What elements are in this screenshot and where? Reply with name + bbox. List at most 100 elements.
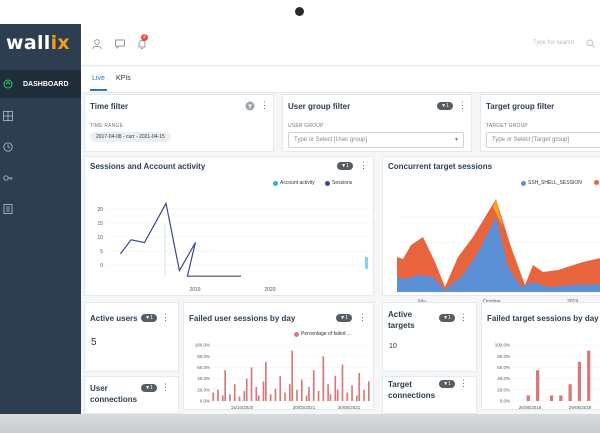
tab-live[interactable]: Live — [92, 75, 105, 82]
bar — [549, 395, 554, 401]
legend-label: Account activity — [280, 180, 315, 186]
bar — [291, 350, 294, 401]
bar — [346, 392, 349, 401]
panel-title: Sessions and Account activity — [90, 162, 206, 171]
concurrent-sessions-panel: Concurrent target sessions SSH_SHELL_SES… — [382, 156, 600, 305]
sidebar-item-keys[interactable] — [0, 164, 81, 192]
panel-filter-toggle[interactable]: ▼1 — [336, 314, 352, 322]
device-bezel-bottom — [0, 414, 600, 433]
bar — [257, 395, 260, 401]
user-group-select[interactable]: Type or Select [User group] ▾ — [288, 132, 464, 148]
bar — [358, 373, 361, 401]
bar — [296, 389, 298, 401]
series-highlight-area — [493, 199, 503, 227]
legend-swatch — [325, 180, 330, 186]
panel-title: Failed target sessions by day — [487, 314, 599, 323]
panel-filter-toggle[interactable]: ▼1 — [337, 162, 353, 170]
bar — [355, 395, 358, 401]
active-users-value: 5 — [91, 337, 97, 348]
user-group-label: USER GROUP — [288, 123, 324, 129]
active-targets-panel: Active targets ▼1 ⋮ 10 — [382, 302, 477, 372]
panel-filter-toggle[interactable]: ▼1 — [439, 380, 455, 388]
app-screen: wallix DASHBOARD 2 Type for search Live … — [0, 24, 600, 414]
target-connections-panel: Target connections ▼1 ⋮ — [382, 376, 477, 414]
panel-title-line2: connections — [388, 391, 436, 400]
sidebar-item-history[interactable] — [0, 133, 81, 161]
panel-menu-button[interactable]: ⋮ — [459, 312, 468, 322]
legend-item-sessions[interactable]: Sessions — [325, 180, 352, 186]
chat-icon[interactable] — [114, 38, 126, 50]
bar — [329, 394, 332, 401]
legend-item-ssh-shell[interactable]: SSH_SHELL_SESSION — [521, 180, 582, 186]
y-tick-label: 20.0% — [497, 387, 510, 392]
panel-menu-button[interactable]: ⋮ — [260, 100, 269, 110]
panel-title: Time filter — [90, 102, 129, 111]
sessions-line-chart[interactable]: 0 5 10 15 20 2019 2020 — [85, 187, 375, 295]
time-range-chip[interactable]: 2017-04-08 - curr - 2021-04-15 — [90, 132, 171, 142]
legend-item-other[interactable] — [594, 180, 599, 185]
panel-menu-button[interactable]: ⋮ — [458, 100, 467, 110]
bar — [233, 384, 236, 401]
y-tick-label: 60.0% — [497, 365, 510, 370]
account-activity-mark — [365, 257, 368, 269]
sessions-activity-panel: Sessions and Account activity ▼1 ⋮ Accou… — [84, 156, 375, 296]
time-range-label: TIME RANGE — [90, 123, 124, 129]
y-tick-label: 100.0% — [195, 343, 210, 348]
panel-title: User group filter — [288, 102, 351, 111]
active-targets-value: 10 — [389, 343, 397, 350]
panel-menu-button[interactable]: ⋮ — [161, 382, 170, 392]
legend-swatch — [294, 331, 299, 337]
target-group-filter-panel: Target group filter TARGET GROUP Type or… — [480, 94, 600, 152]
y-tick-label: 60.0% — [197, 365, 210, 370]
failed-user-bar-chart[interactable]: 100.0% 80.0% 60.0% 40.0% 20.0% 0.0% 15/10/2020… — [184, 337, 375, 411]
legend-label: Percentage of failed ... — [301, 331, 352, 337]
sidebar-item-dashboard[interactable]: DASHBOARD — [0, 70, 81, 98]
failed-target-bar-chart[interactable]: 100.0% 80.0% 60.0% 40.0% 20.0% 0.0% 26/06/2018… — [482, 337, 600, 411]
y-tick-label: 20 — [97, 207, 103, 213]
bar — [279, 375, 282, 401]
bar — [535, 370, 540, 401]
sidebar-item-reports[interactable] — [0, 195, 81, 223]
concurrent-area-chart[interactable] — [383, 187, 600, 295]
grid-icon — [3, 111, 13, 121]
tab-kpis[interactable]: KPIs — [116, 75, 131, 82]
app-logo[interactable]: wallix — [6, 32, 70, 54]
bar — [274, 388, 277, 401]
legend-item-account-activity[interactable]: Account activity — [273, 180, 315, 186]
bar — [334, 375, 337, 401]
legend-label: SSH_SHELL_SESSION — [528, 180, 582, 186]
sidebar-item-grid[interactable] — [0, 102, 81, 130]
panel-filter-toggle[interactable]: ▼1 — [141, 314, 157, 322]
legend-item-failed-percentage[interactable]: Percentage of failed ... — [294, 331, 351, 337]
panel-title: Active — [388, 310, 413, 319]
tab-bar: Live KPIs — [81, 67, 600, 93]
bar — [245, 378, 248, 401]
user-icon[interactable] — [91, 38, 103, 50]
bar — [255, 387, 258, 401]
panel-title: User — [90, 384, 108, 393]
panel-filter-toggle[interactable]: ▼1 — [437, 102, 453, 110]
failed-target-sessions-panel: Failed target sessions by day 100.0% 80.0… — [481, 302, 600, 410]
key-icon — [3, 175, 13, 181]
bar — [341, 364, 344, 401]
y-tick-label: 100.0% — [495, 343, 510, 348]
panel-menu-button[interactable]: ⋮ — [358, 312, 367, 322]
bar — [262, 381, 265, 401]
x-tick-label: 2020 — [264, 287, 275, 293]
filter-icon[interactable] — [245, 101, 255, 111]
bar — [363, 389, 365, 401]
clock-icon — [3, 142, 13, 152]
bar — [577, 361, 582, 401]
target-group-select[interactable]: Type or Select [Target group] — [486, 132, 600, 148]
panel-menu-button[interactable]: ⋮ — [161, 312, 170, 322]
y-tick-label: 20.0% — [197, 387, 210, 392]
search-icon[interactable] — [586, 39, 595, 48]
panel-filter-toggle[interactable]: ▼1 — [439, 314, 455, 322]
panel-filter-toggle[interactable]: ▼1 — [141, 384, 157, 392]
panel-menu-button[interactable]: ⋮ — [459, 378, 468, 388]
search-input[interactable]: Type for search — [533, 40, 575, 46]
panel-menu-button[interactable]: ⋮ — [359, 160, 368, 170]
legend-swatch — [273, 180, 278, 186]
bar — [238, 396, 241, 401]
dashboard-icon — [3, 79, 13, 89]
